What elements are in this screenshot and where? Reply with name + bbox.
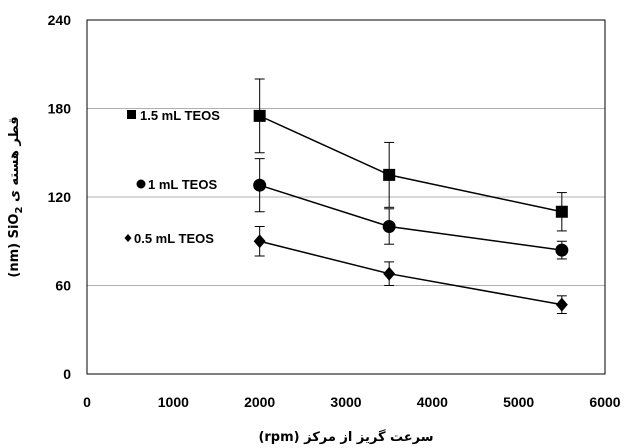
- series-label-text: 0.5 mL TEOS: [134, 231, 214, 246]
- data-point-circle: [555, 243, 569, 257]
- series-labels: 1.5 mL TEOS 1 mL TEOS 0.5 mL TEOS: [124, 108, 220, 246]
- x-tick-label-2000: 2000: [244, 394, 275, 410]
- x-tick-label-1000: 1000: [158, 394, 189, 410]
- x-tick-label-0: 0: [83, 394, 91, 410]
- series-line-diamond: [259, 240, 562, 306]
- data-point-circle: [382, 220, 396, 233]
- x-axis-title: سرعت گریز از مرکز (rpm): [258, 429, 433, 445]
- y-axis-title: (nm) SiO2 قطر هسته ی: [7, 116, 25, 277]
- series-square: [253, 78, 568, 232]
- data-point-diamond: [383, 266, 396, 281]
- series-circle: [253, 158, 569, 260]
- y-axis-title-suffix: قطر هسته ی: [7, 116, 22, 206]
- y-tick-label-240: 240: [48, 12, 72, 28]
- y-axis-title-subscript: 2: [14, 207, 25, 214]
- y-tick-labels: 0 60 120 180 240: [48, 12, 72, 382]
- y-tick-label-120: 120: [48, 189, 72, 205]
- data-point-circle: [253, 178, 267, 192]
- series-line-circle: [259, 184, 562, 251]
- grid-lines: [87, 108, 605, 286]
- data-point-diamond: [555, 297, 568, 312]
- plot-frame: [86, 19, 606, 375]
- data-point-diamond: [253, 234, 266, 249]
- series-label-text: 1 mL TEOS: [148, 177, 217, 192]
- series-label-text: 1.5 mL TEOS: [140, 108, 220, 123]
- data-point-square: [555, 205, 568, 218]
- y-axis-title-prefix: (nm) SiO: [7, 214, 22, 278]
- series-label-square: 1.5 mL TEOS: [127, 108, 220, 123]
- series-label-circle: 1 mL TEOS: [136, 177, 217, 192]
- series-label-diamond: 0.5 mL TEOS: [124, 231, 214, 246]
- y-tick-label-0: 0: [63, 366, 71, 382]
- data-point-square: [383, 168, 396, 181]
- series-group: [253, 78, 569, 315]
- x-tick-label-5000: 5000: [503, 394, 534, 410]
- x-tick-label-3000: 3000: [330, 394, 361, 410]
- y-tick-label-60: 60: [55, 278, 71, 294]
- x-tick-labels: 0 1000 2000 3000 4000 5000 6000: [83, 394, 621, 410]
- y-tick-label-180: 180: [48, 101, 72, 117]
- series-diamond: [253, 226, 568, 315]
- data-point-square: [253, 109, 266, 122]
- x-tick-label-4000: 4000: [417, 394, 448, 410]
- legend-marker-diamond: [124, 234, 132, 242]
- x-tick-label-6000: 6000: [589, 394, 620, 410]
- legend-marker-square: [127, 110, 136, 119]
- legend-marker-circle: [136, 179, 146, 189]
